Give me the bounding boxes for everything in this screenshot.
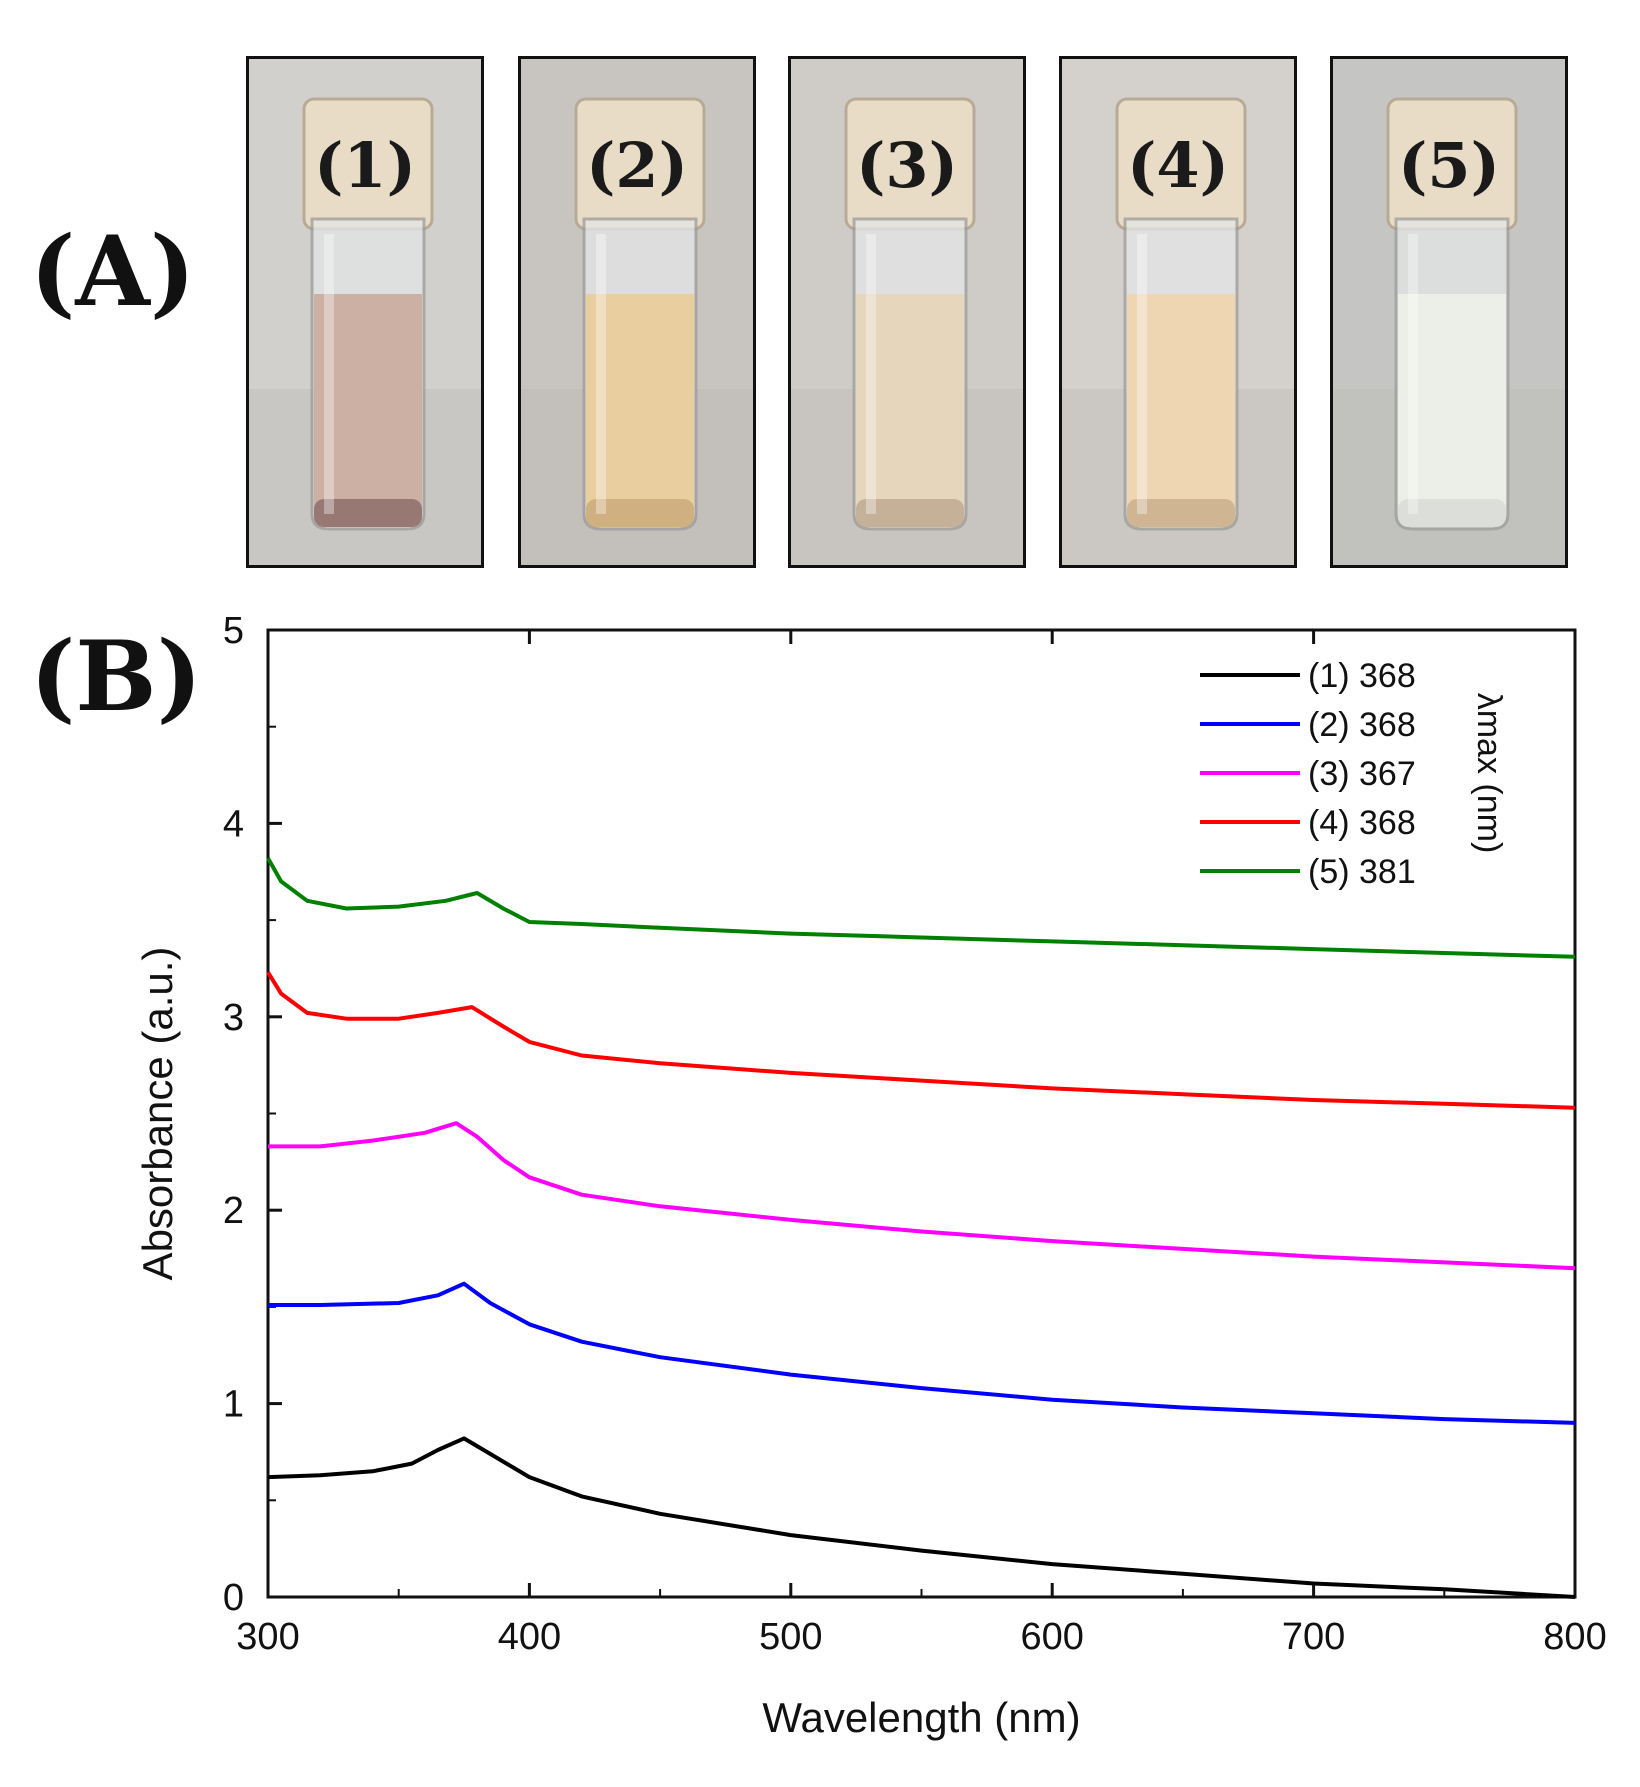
- y-tick-label: 0: [223, 1577, 244, 1619]
- vial-label-5: (5): [1398, 129, 1500, 202]
- series-line-4: [266, 971, 1576, 1110]
- vial-liquid: [1398, 294, 1506, 527]
- series-line-5: [266, 857, 1576, 959]
- series-line-1: [267, 1436, 1576, 1599]
- absorbance-chart: 300 400 500 600 700 800 0 1 2 3 4 5 Wavelength (nm) A…: [134, 610, 1607, 1741]
- legend-title: λmax (nm): [1470, 693, 1508, 854]
- x-tick-label: 400: [498, 1616, 561, 1658]
- vial-label-2: (2): [586, 129, 688, 202]
- panel-label-a: (A): [30, 215, 196, 328]
- y-tick-label: 5: [223, 610, 244, 652]
- legend-label-5: (5) 381: [1308, 853, 1416, 891]
- x-tick-label: 800: [1543, 1616, 1606, 1658]
- vial-liquid: [1127, 294, 1235, 527]
- legend-label-1: (1) 368: [1308, 657, 1416, 695]
- vial-drawing: [1062, 59, 1294, 565]
- vial-liquid: [586, 294, 694, 527]
- vial-photo-4: (4): [1059, 56, 1297, 568]
- vial-photo-3: (3): [788, 56, 1026, 568]
- y-axis-title: Absorbance (a.u.): [134, 947, 181, 1281]
- y-tick-label: 3: [223, 997, 244, 1039]
- vial-drawing: [791, 59, 1023, 565]
- series-line-2: [268, 1281, 1576, 1425]
- vial-label-1: (1): [314, 129, 416, 202]
- vial-photo-2: (2): [518, 56, 756, 568]
- x-tick-label: 500: [759, 1616, 822, 1658]
- chart-axes: 300 400 500 600 700 800 0 1 2 3 4 5 Wavelength (nm) A…: [134, 610, 1607, 1741]
- series-line-3: [268, 1121, 1576, 1271]
- panel-label-b: (B): [30, 620, 202, 733]
- vial-liquid: [314, 294, 422, 527]
- vial-photo-5: (5): [1330, 56, 1568, 568]
- x-tick-label: 700: [1282, 1616, 1345, 1658]
- vial-drawing: [521, 59, 753, 565]
- legend-label-3: (3) 367: [1308, 755, 1416, 793]
- chart-legend: (1) 368 (2) 368 (3) 367 (4) 368 (5) 381 λmax …: [1200, 657, 1508, 891]
- series-layer: [266, 857, 1576, 1599]
- x-tick-label: 300: [236, 1616, 299, 1658]
- y-tick-label: 2: [223, 1190, 244, 1232]
- legend-label-2: (2) 368: [1308, 706, 1416, 744]
- x-tick-label: 600: [1020, 1616, 1083, 1658]
- y-tick-label: 4: [223, 803, 244, 845]
- vial-liquid: [856, 294, 964, 527]
- y-tick-label: 1: [223, 1384, 244, 1426]
- x-axis-title: Wavelength (nm): [762, 1694, 1080, 1741]
- vial-drawing: [249, 59, 481, 565]
- vial-label-4: (4): [1127, 129, 1229, 202]
- vial-label-3: (3): [856, 129, 958, 202]
- legend-label-4: (4) 368: [1308, 804, 1416, 842]
- vial-photo-1: (1): [246, 56, 484, 568]
- vial-drawing: [1333, 59, 1565, 565]
